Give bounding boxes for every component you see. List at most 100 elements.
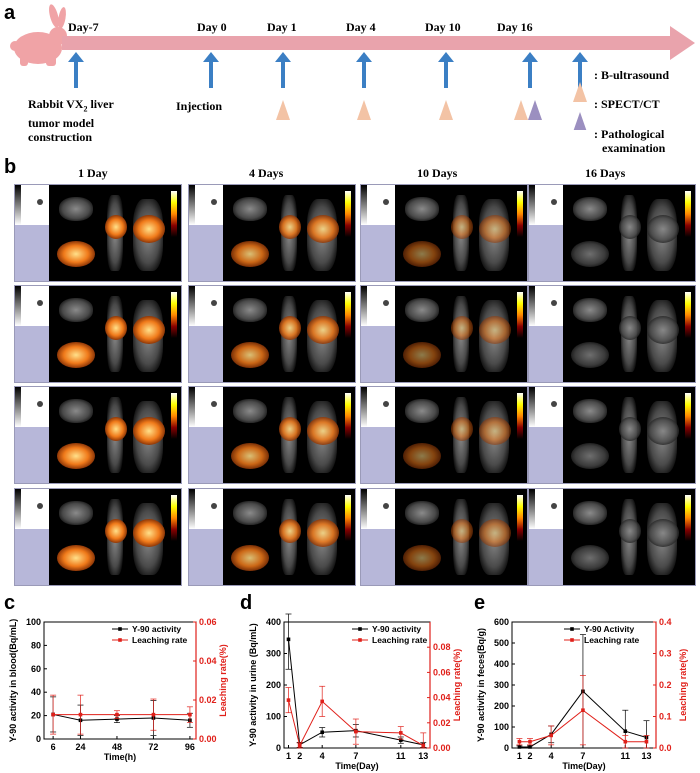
y2-axis-label: Leaching rate(%) — [218, 644, 228, 717]
color-scale-bar — [171, 495, 177, 541]
y-tick-label: 80 — [31, 640, 41, 650]
y-tick-label: 40 — [31, 687, 41, 697]
ultrasound-arrows — [74, 56, 582, 88]
model-note-line1-end: liver — [87, 97, 114, 111]
chart-blood-activity: 0 20 40 60 80 100 0.00 0.02 0.04 0.06 6 24 48 72 96 Tim… — [8, 617, 228, 762]
y-tick-label: 200 — [494, 701, 509, 711]
model-construction-note: Rabbit VX2 liver tumor model constructio… — [28, 97, 168, 144]
legend-pathology-line1: : Pathological — [594, 127, 665, 141]
data-point — [188, 712, 192, 717]
color-scale-bar — [171, 191, 177, 237]
x-tick-label: 1 — [286, 751, 291, 761]
panel-d-label: d — [240, 592, 253, 614]
x-tick-label: 4 — [320, 751, 325, 761]
y2-tick-label: 0.02 — [433, 718, 451, 728]
data-point — [320, 730, 324, 735]
y-tick-label: 0 — [36, 734, 41, 744]
y-tick-label: 600 — [494, 617, 509, 627]
spect-ct-image — [14, 285, 182, 383]
day-label-4: Day 4 — [346, 20, 376, 34]
legend-ultrasound: : B-ultrasound — [594, 68, 670, 82]
color-scale-bar — [685, 191, 691, 237]
legend-label: Leaching rate — [584, 635, 640, 645]
legend-label: Leaching rate — [132, 635, 188, 645]
x-tick-label: 48 — [112, 742, 122, 752]
spect-ct-image — [14, 488, 182, 586]
x-tick-label: 1 — [517, 751, 522, 761]
x-tick-label: 7 — [353, 751, 358, 761]
x-tick-label: 24 — [75, 742, 85, 752]
legend-label: Y-90 Activity — [584, 624, 635, 634]
x-tick-label: 96 — [185, 742, 195, 752]
spect-ct-image — [360, 386, 528, 484]
y2-tick-label: 0.00 — [433, 743, 451, 753]
data-point — [115, 712, 119, 717]
spect-markers — [276, 82, 587, 120]
rabbit-icon — [10, 4, 67, 66]
x-tick-label: 4 — [549, 751, 554, 761]
y2-tick-label: 0.1 — [659, 712, 672, 722]
model-note-subscript: 2 — [83, 104, 88, 114]
data-point — [421, 743, 426, 748]
column-title-10days: 10 Days — [417, 166, 458, 180]
data-point — [354, 729, 358, 734]
y-tick-label: 200 — [266, 680, 281, 690]
y-tick-label: 100 — [26, 617, 41, 627]
chart-feces-activity: 0 100 200 300 400 500 600 0.0 0.1 0.2 0.3 0.4 1 2 4 7 11… — [476, 617, 688, 771]
timeline-markers — [68, 52, 588, 130]
x-axis-label: Time(h) — [104, 752, 136, 762]
data-point — [581, 708, 585, 712]
y2-tick-label: 0.0 — [659, 743, 672, 753]
data-point — [399, 731, 403, 735]
triangle-icon — [276, 100, 290, 120]
y-tick-label: 300 — [266, 649, 281, 659]
data-point — [115, 717, 119, 721]
x-tick-label: 72 — [148, 742, 158, 752]
y-tick-label: 400 — [266, 617, 281, 627]
y-tick-label: 100 — [266, 712, 281, 722]
y2-tick-label: 0.02 — [199, 695, 217, 705]
legend-marker — [118, 638, 122, 642]
legend-label: Y-90 activity — [372, 624, 421, 634]
x-tick-label: 6 — [51, 742, 56, 752]
injection-note: Injection — [176, 99, 222, 113]
model-note-line1: Rabbit VX — [28, 97, 84, 111]
x-tick-label: 7 — [580, 751, 585, 761]
y2-tick-label: 0.4 — [659, 617, 672, 627]
triangle-icon — [357, 100, 371, 120]
y-tick-label: 400 — [494, 659, 509, 669]
x-tick-label: 11 — [621, 751, 631, 761]
legend-marker — [358, 627, 362, 631]
spect-ct-image — [360, 488, 528, 586]
y2-tick-label: 0.2 — [659, 680, 672, 690]
legend-marker — [570, 638, 574, 642]
x-tick-label: 13 — [641, 751, 651, 761]
data-point — [528, 739, 532, 744]
color-scale-bar — [171, 393, 177, 439]
data-point — [297, 743, 302, 748]
column-title-1day: 1 Day — [78, 166, 108, 180]
data-point — [399, 738, 403, 742]
data-point — [549, 733, 553, 738]
day-label-16: Day 16 — [497, 20, 533, 34]
panel-c-label: c — [4, 592, 16, 614]
y2-tick-label: 0.04 — [433, 693, 451, 703]
legend-label: Leaching rate — [372, 635, 428, 645]
color-scale-bar — [517, 292, 523, 338]
column-title-4days: 4 Days — [249, 166, 284, 180]
data-point — [286, 637, 291, 642]
y2-axis-label: Leaching rate(%) — [678, 649, 688, 722]
spect-ct-image — [188, 488, 356, 586]
x-tick-label: 2 — [297, 751, 302, 761]
y-tick-label: 20 — [31, 711, 41, 721]
day-label-10: Day 10 — [425, 20, 461, 34]
y-tick-label: 0 — [504, 743, 509, 753]
spect-ct-image — [360, 285, 528, 383]
series-line — [287, 639, 424, 746]
series-line — [288, 699, 424, 747]
legend-pathology: : Pathological examination — [594, 127, 665, 155]
x-axis-label: Time(Day) — [335, 761, 378, 771]
data-point — [528, 745, 532, 749]
spect-ct-image — [528, 184, 696, 282]
triangle-icon — [514, 100, 528, 120]
